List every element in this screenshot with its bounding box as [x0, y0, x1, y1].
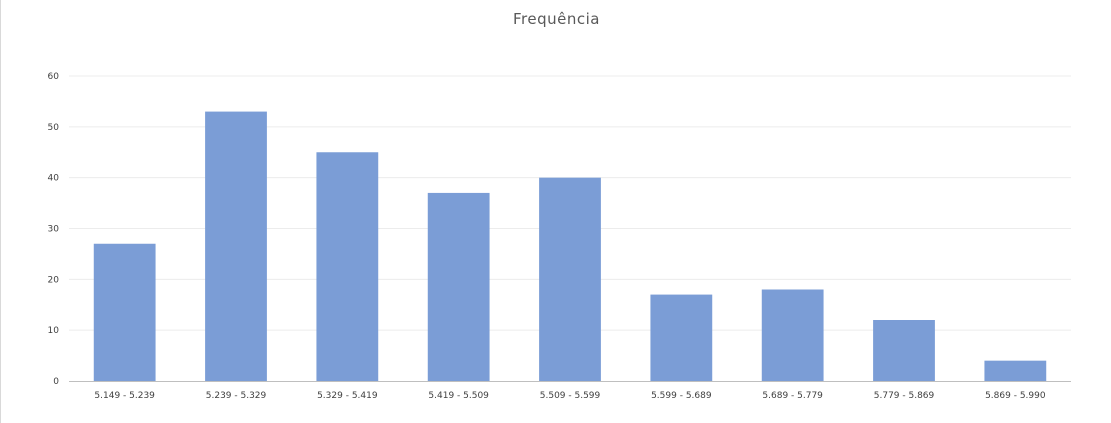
y-axis-ticks: 0 10 20 30 40 50 60: [48, 72, 60, 387]
y-tick-label: 20: [48, 275, 60, 285]
x-tick-label: 5.869 - 5.990: [985, 391, 1046, 401]
x-tick-label: 5.599 - 5.689: [651, 391, 712, 401]
y-tick-label: 60: [48, 72, 60, 82]
bar: [984, 360, 1047, 381]
bar: [316, 152, 379, 381]
bar: [761, 289, 824, 381]
y-tick-label: 50: [48, 123, 60, 133]
x-tick-label: 5.419 - 5.509: [428, 391, 489, 401]
bar: [873, 320, 935, 381]
x-tick-label: 5.779 - 5.869: [874, 391, 935, 401]
x-tick-label: 5.149 - 5.239: [94, 391, 155, 401]
bar: [427, 192, 490, 381]
bar: [205, 111, 267, 381]
bar: [539, 177, 601, 381]
bars: [93, 111, 1047, 381]
x-tick-label: 5.689 - 5.779: [762, 391, 823, 401]
bar: [650, 294, 713, 381]
y-tick-label: 30: [48, 225, 60, 235]
y-tick-label: 0: [53, 377, 59, 387]
y-tick-label: 40: [48, 174, 60, 184]
x-tick-label: 5.509 - 5.599: [540, 391, 601, 401]
x-axis-ticks: 5.149 - 5.239 5.239 - 5.329 5.329 - 5.419 5…: [94, 391, 1045, 401]
x-tick-label: 5.239 - 5.329: [206, 391, 267, 401]
y-tick-label: 10: [48, 326, 60, 336]
bar: [93, 243, 156, 381]
chart-title: Frequência: [513, 10, 600, 28]
x-tick-label: 5.329 - 5.419: [317, 391, 378, 401]
